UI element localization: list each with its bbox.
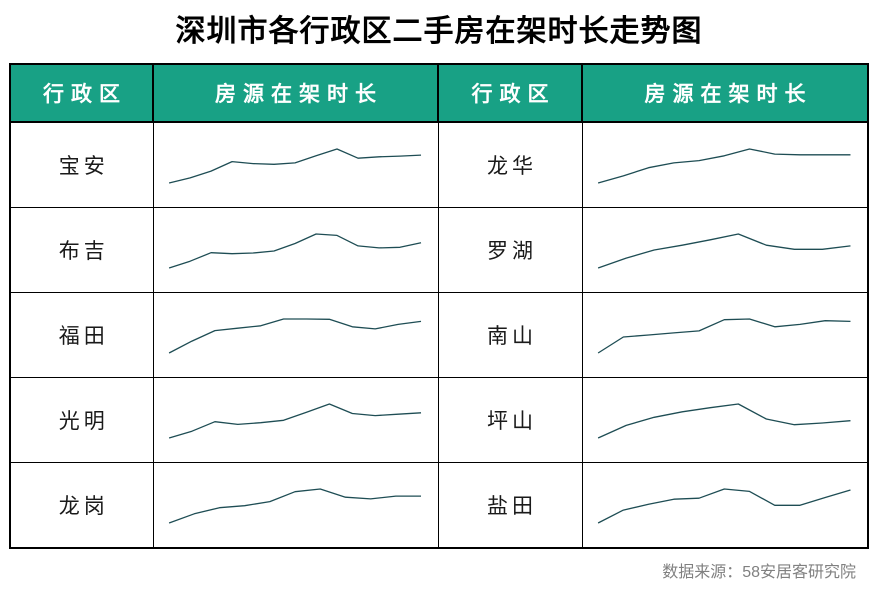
district-label: 福田 [9, 292, 154, 378]
district-label: 布吉 [9, 207, 154, 293]
district-label: 罗湖 [437, 207, 583, 293]
district-label: 坪山 [437, 377, 583, 463]
table-row: 布吉 罗湖 [9, 207, 869, 293]
district-label: 龙华 [437, 121, 583, 208]
sparkline-chart [152, 377, 439, 463]
sparkline-chart [581, 207, 869, 293]
sparkline-chart [581, 377, 869, 463]
header-district-left: 行政区 [9, 63, 154, 123]
table-row: 福田 南山 [9, 292, 869, 378]
table-row: 龙岗 盐田 [9, 462, 869, 549]
district-label: 南山 [437, 292, 583, 378]
header-district-right: 行政区 [437, 63, 583, 123]
table-body: 宝安 龙华布吉 罗湖福田 南山光明 坪山龙岗 盐田 [9, 121, 869, 549]
table-row: 宝安 龙华 [9, 121, 869, 208]
sparkline-chart [152, 207, 439, 293]
header-duration-right: 房源在架时长 [581, 63, 869, 123]
table-header: 行政区 房源在架时长 行政区 房源在架时长 [9, 63, 869, 123]
district-label: 宝安 [9, 121, 154, 208]
sparkline-chart [581, 462, 869, 549]
sparkline-chart [581, 292, 869, 378]
sparkline-chart [152, 121, 439, 208]
table-row: 光明 坪山 [9, 377, 869, 463]
data-source: 数据来源：58安居客研究院 [662, 564, 856, 581]
sparkline-chart [152, 462, 439, 549]
sparkline-chart [152, 292, 439, 378]
district-label: 龙岗 [9, 462, 154, 549]
header-duration-left: 房源在架时长 [152, 63, 439, 123]
district-label: 盐田 [437, 462, 583, 549]
sparkline-chart [581, 121, 869, 208]
listing-duration-table: 行政区 房源在架时长 行政区 房源在架时长 宝安 龙华 布吉 罗湖 福田 南山 光明 坪山 龙岗… [9, 63, 869, 549]
page-title: 深圳市各行政区二手房在架时长走势图 [175, 15, 703, 48]
district-label: 光明 [9, 377, 154, 463]
